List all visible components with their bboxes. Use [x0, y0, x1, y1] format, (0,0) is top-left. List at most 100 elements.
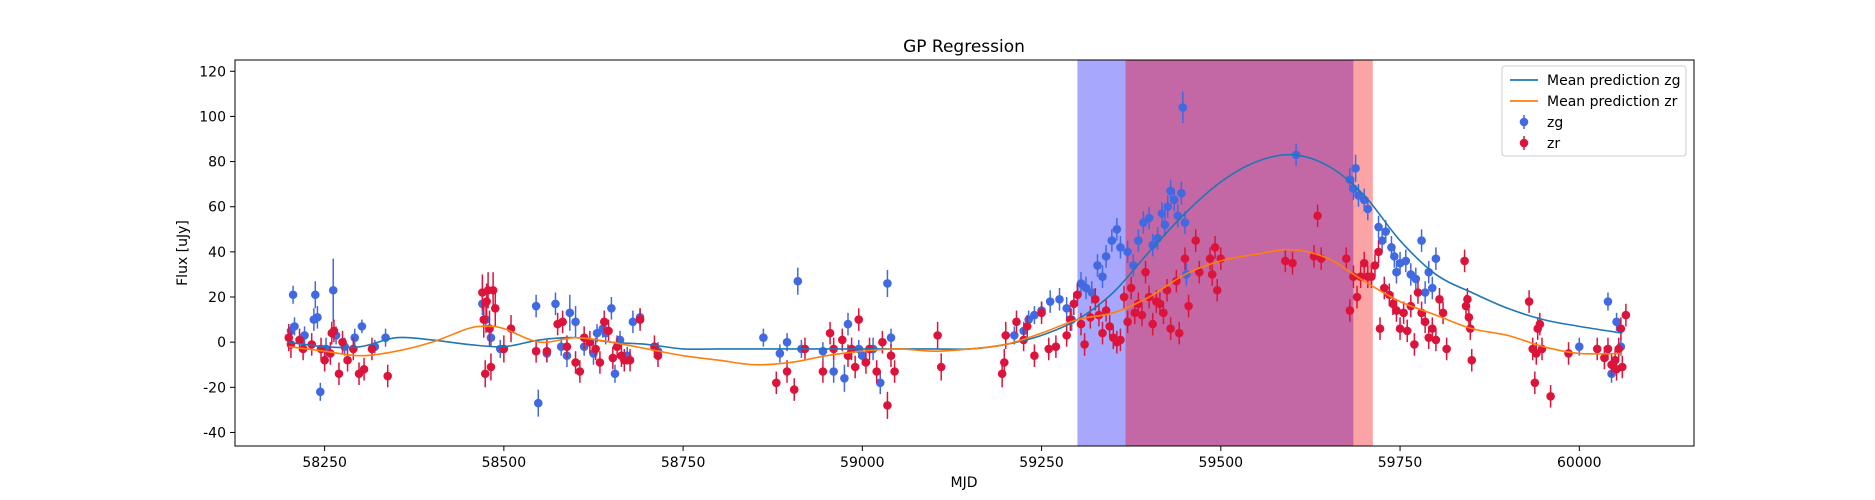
errorbar-points	[284, 91, 1631, 419]
point-zg	[858, 351, 867, 361]
point-zg	[1574, 342, 1584, 351]
point-zr	[1370, 261, 1380, 270]
point-zr	[348, 344, 358, 354]
point-zr	[531, 346, 541, 356]
point-zr	[1442, 344, 1451, 354]
point-zr	[1413, 288, 1423, 297]
point-zg	[350, 333, 360, 342]
plot-frame	[234, 59, 1695, 447]
point-zr	[1159, 308, 1168, 318]
point-zg	[1345, 175, 1355, 184]
point-zr	[1022, 322, 1032, 331]
point-zr	[861, 358, 871, 367]
point-zg	[1374, 222, 1383, 232]
point-zr	[1184, 301, 1193, 311]
point-zr	[653, 351, 663, 361]
point-zg	[1420, 288, 1430, 297]
point-zr	[307, 340, 317, 349]
point-zg	[843, 319, 853, 329]
x-axis: 58250 58500 58750 59000 59250 59500 59750 60000	[302, 446, 1602, 471]
point-zr	[1345, 306, 1355, 315]
point-zg	[328, 285, 338, 295]
point-zr	[383, 371, 393, 381]
point-zr	[326, 349, 335, 358]
y-tick-label: 100	[199, 109, 226, 125]
point-zr	[488, 285, 498, 295]
point-zr	[1460, 256, 1469, 266]
point-zr	[1037, 308, 1046, 318]
point-zr	[1012, 317, 1021, 327]
point-zr	[1051, 342, 1061, 351]
point-zr	[1356, 272, 1365, 282]
point-zg	[316, 387, 325, 397]
point-zg	[1169, 195, 1179, 205]
point-zr	[480, 369, 490, 379]
x-tick-label: 58250	[302, 455, 347, 471]
point-zr	[818, 367, 828, 376]
point-zr	[591, 344, 600, 354]
point-zr	[1463, 294, 1472, 304]
x-tick-label: 59750	[1378, 455, 1423, 471]
point-zr	[1428, 324, 1437, 333]
point-zr	[854, 315, 864, 324]
point-zr	[1123, 317, 1132, 327]
point-zg	[288, 290, 298, 300]
point-zg	[1160, 220, 1170, 230]
point-zr	[1116, 335, 1125, 345]
point-zg	[1045, 297, 1055, 306]
point-zr	[599, 317, 609, 327]
point-zg	[310, 290, 320, 300]
point-zg	[1381, 227, 1391, 236]
point-zg	[1428, 283, 1437, 293]
point-zr	[1438, 308, 1448, 318]
point-zr	[1162, 285, 1172, 295]
point-zr	[1076, 319, 1086, 329]
point-zg	[1062, 304, 1071, 313]
point-zg	[782, 337, 792, 347]
point-zr	[1395, 324, 1405, 333]
point-zg	[875, 378, 885, 388]
point-zr	[635, 315, 645, 324]
legend-label-2: Mean prediction zr	[1547, 94, 1678, 110]
x-axis-label: MJD	[951, 475, 978, 491]
point-zr	[482, 297, 491, 306]
point-zr	[883, 401, 892, 410]
y-tick-label: -40	[203, 425, 226, 441]
y-tick-label: 60	[208, 200, 226, 216]
point-zr	[1564, 349, 1573, 358]
point-zg	[1112, 224, 1122, 234]
legend-box	[1501, 65, 1687, 157]
point-zr	[1420, 317, 1430, 327]
point-zr	[1374, 247, 1383, 257]
point-zg	[628, 317, 638, 327]
point-zg	[1148, 240, 1158, 250]
point-zr	[1530, 378, 1540, 388]
point-zg	[1363, 204, 1373, 214]
point-zr	[1062, 331, 1071, 340]
point-zr	[771, 378, 781, 388]
point-zg	[1180, 218, 1190, 227]
point-zr	[1410, 340, 1419, 349]
point-zr	[1313, 211, 1322, 221]
point-zr	[837, 335, 847, 345]
point-zg	[1603, 297, 1613, 306]
point-zr	[1130, 308, 1140, 318]
point-zr	[1402, 326, 1412, 336]
point-zg	[1411, 274, 1421, 284]
point-zr	[1600, 353, 1609, 363]
point-zg	[1166, 186, 1175, 196]
x-tick-label: 59500	[1199, 455, 1244, 471]
point-zr	[595, 358, 605, 367]
point-zr	[1288, 258, 1297, 268]
point-zr	[338, 337, 347, 347]
point-zr	[1172, 276, 1181, 286]
point-zr	[1091, 294, 1100, 304]
point-zr	[1375, 324, 1385, 333]
legend: Mean prediction zg Mean prediction zr zg zr	[1501, 65, 1687, 157]
point-zr	[1155, 299, 1165, 309]
point-zr	[343, 355, 352, 365]
x-tick-label: 58750	[661, 455, 706, 471]
point-zr	[1166, 324, 1175, 333]
point-zg	[1129, 261, 1138, 270]
point-zr	[1180, 254, 1190, 263]
